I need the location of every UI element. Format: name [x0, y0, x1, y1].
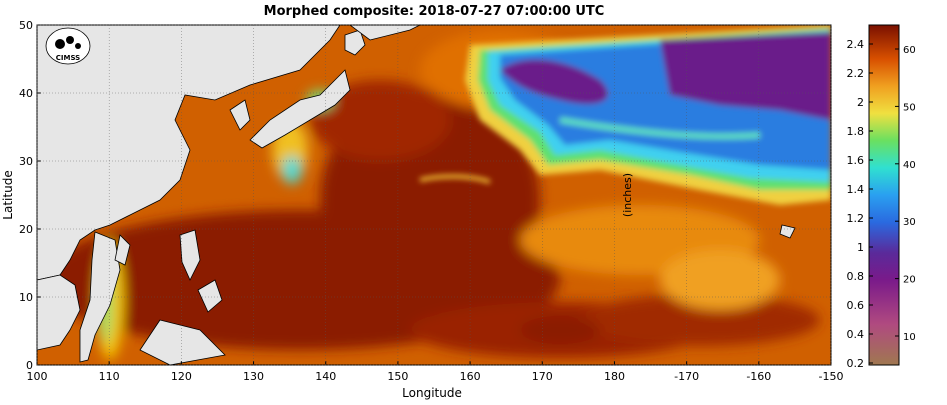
x-tick-label: -150	[819, 370, 844, 383]
y-axis-label: Latitude	[1, 170, 15, 219]
colorbar-left-label: 1.4	[847, 183, 865, 196]
logo-text: CIMSS	[56, 54, 80, 62]
colorbar-right-label: 10	[903, 332, 916, 343]
y-axis: 0 10 20 30 40 50	[19, 19, 831, 372]
x-tick-label: 120	[171, 370, 192, 383]
y-tick-label: 30	[19, 155, 33, 168]
x-tick-label: 150	[387, 370, 408, 383]
colorbar-left-label: 0.2	[847, 357, 865, 370]
x-axis-label: Longitude	[402, 386, 462, 400]
cimss-logo: CIMSS	[45, 27, 91, 65]
x-tick-label: 170	[532, 370, 553, 383]
map-plot-area	[37, 25, 831, 365]
x-tick-label: 160	[460, 370, 481, 383]
x-tick-label: 130	[243, 370, 264, 383]
colorbar-left-label: 2	[857, 96, 864, 109]
colorbar-left-label: 0.4	[847, 328, 865, 341]
colorbar-gradient	[868, 24, 900, 366]
colorbar-left-label: 0.8	[847, 270, 865, 283]
colorbar-left-label: 1.8	[847, 125, 865, 138]
land-masses	[37, 25, 796, 365]
colorbar-left-label: 0.6	[847, 299, 865, 312]
colorbar: 2.4 2.2 2 1.8 1.6 1.4 1.2 1 0.8 0.6 0.4 0.2 60 50 40 3…	[847, 24, 916, 370]
dry-air-mass	[419, 25, 831, 205]
colorbar-unit-label: (inches)	[621, 173, 634, 217]
y-tick-label: 10	[19, 291, 33, 304]
y-tick-label: 0	[26, 359, 33, 372]
x-tick-label: 180	[604, 370, 625, 383]
colorbar-left-label: 1.6	[847, 154, 865, 167]
colorbar-right-label: 40	[903, 160, 916, 171]
colorbar-left-label: 2.2	[847, 67, 865, 80]
colorbar-right-ticks: 60 50 40 30 20 10	[895, 45, 916, 343]
x-axis: 100 110 120 130 140 150 160 170 180 -170 -160 -150	[27, 25, 844, 383]
y-tick-label: 40	[19, 87, 33, 100]
colorbar-left-label: 1	[857, 241, 864, 254]
plot-frame	[36, 24, 832, 366]
x-tick-label: -160	[746, 370, 771, 383]
x-tick-label: -170	[674, 370, 699, 383]
colorbar-left-label: 1.2	[847, 212, 865, 225]
colorbar-right-label: 50	[903, 102, 916, 113]
colorbar-right-label: 20	[903, 275, 916, 286]
map-title: Morphed composite: 2018-07-27 07:00:00 U…	[263, 4, 605, 19]
y-tick-label: 20	[19, 223, 33, 236]
colorbar-left-label: 2.4	[847, 38, 865, 51]
colorbar-right-label: 30	[903, 217, 916, 228]
colorbar-right-label: 60	[903, 45, 916, 56]
colorbar-left-ticks: 2.4 2.2 2 1.8 1.6 1.4 1.2 1 0.8 0.6 0.4 0.2	[847, 38, 873, 370]
x-tick-label: 110	[99, 370, 120, 383]
x-tick-label: 140	[315, 370, 336, 383]
x-tick-label: 100	[27, 370, 48, 383]
y-tick-label: 50	[19, 19, 33, 32]
